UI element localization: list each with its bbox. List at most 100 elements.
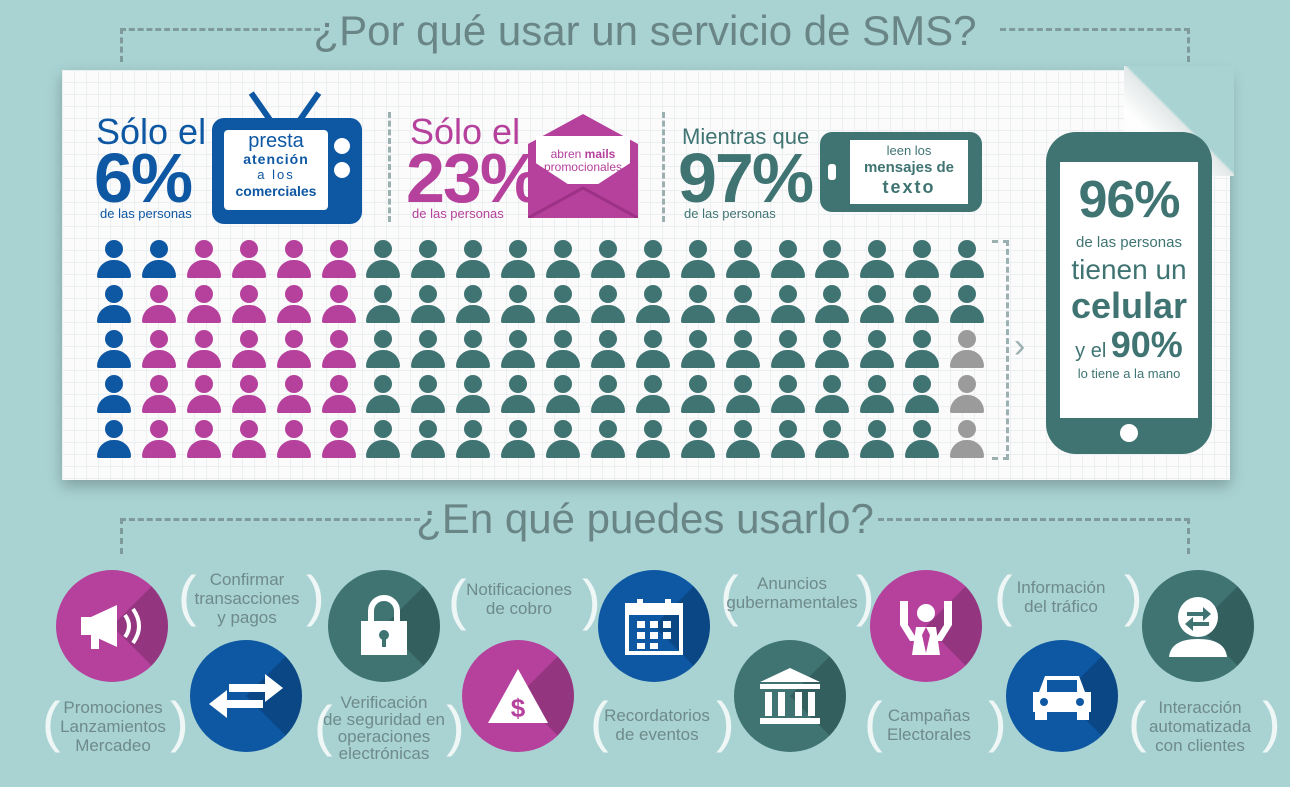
calendar-icon [625, 599, 683, 655]
paren-left-verif: ( [314, 694, 333, 757]
tv-icon: presta atención a los comerciales [212, 86, 362, 224]
section-title: ¿En qué puedes usarlo? [416, 495, 874, 542]
tv-text-2: atención [243, 151, 309, 167]
section-divider-left-drop [120, 518, 123, 554]
stat-1-lead: Sólo el [96, 111, 207, 152]
label-promociones: Promociones Lanzamientos Mercadeo [60, 698, 166, 755]
people-grid [96, 240, 996, 460]
campaigns-badge [870, 570, 982, 682]
person-icon-mag [231, 420, 267, 458]
billing-badge: $ [462, 640, 574, 752]
person-icon-teal [500, 330, 536, 368]
person-icon-teal [590, 420, 626, 458]
paren-left-trafico: ( [994, 564, 1013, 627]
lock-icon [361, 595, 407, 655]
person-icon-mag [321, 420, 357, 458]
person-icon-mag [276, 285, 312, 323]
government-building-icon [760, 668, 820, 724]
person-icon-mag [276, 420, 312, 458]
person-icon-teal [814, 420, 850, 458]
person-icon-mag [141, 330, 177, 368]
label-anuncios: Anuncios gubernamentales [726, 574, 858, 612]
person-icon-mag [276, 240, 312, 278]
svg-text:$: $ [511, 693, 526, 723]
person-icon-teal [770, 375, 806, 413]
person-icon-gray [949, 330, 985, 368]
person-icon-teal [904, 285, 940, 323]
person-icon-teal [814, 330, 850, 368]
dollar-warning-icon: $ [488, 669, 548, 723]
phone-line-1: de las personas [1076, 234, 1182, 251]
stat-2-lead: Sólo el [410, 111, 521, 152]
title-divider-right-drop [1187, 28, 1190, 62]
phone-line-2: tienen un [1071, 254, 1187, 285]
person-icon-teal [725, 330, 761, 368]
stat-1-sub: de las personas [100, 206, 192, 221]
person-icon-teal [814, 240, 850, 278]
person-icon-teal [635, 285, 671, 323]
stat-separator-2 [662, 112, 665, 222]
paren-left-inter: ( [1128, 690, 1147, 753]
section-divider-left [120, 518, 420, 521]
person-icon-teal [455, 240, 491, 278]
paren-right-record: ) [716, 690, 735, 753]
person-icon-teal [904, 420, 940, 458]
paren-right-verif: ) [446, 694, 465, 757]
person-icon-teal [725, 240, 761, 278]
person-icon-teal [500, 375, 536, 413]
person-icon-blue [96, 330, 132, 368]
events-badge [598, 570, 710, 682]
label-confirmar: Confirmar transacciones y pagos [194, 570, 300, 627]
person-icon-teal [904, 330, 940, 368]
paren-right-camp: ) [988, 690, 1007, 753]
security-badge [328, 570, 440, 682]
phone-home-button [1120, 424, 1138, 442]
person-icon-teal [590, 375, 626, 413]
person-icon-mag [186, 330, 222, 368]
phone-landscape-icon: leen los mensajes de texto [820, 132, 982, 212]
person-icon-gray [949, 420, 985, 458]
person-icon-teal [725, 285, 761, 323]
person-icon-teal [635, 240, 671, 278]
person-icon-teal [635, 330, 671, 368]
person-icon-teal [859, 240, 895, 278]
person-icon-teal [365, 330, 401, 368]
person-icon-teal [410, 240, 446, 278]
paren-right-promo: ) [170, 690, 189, 753]
person-icon-teal [455, 375, 491, 413]
person-icon-teal [725, 420, 761, 458]
person-icon-mag [186, 420, 222, 458]
car-icon [1033, 676, 1091, 720]
stat-separator-1 [388, 112, 391, 222]
person-icon-teal [859, 420, 895, 458]
section-divider-right [878, 518, 1190, 521]
person-icon-teal [725, 375, 761, 413]
person-icon-mag [231, 330, 267, 368]
person-icon-teal [680, 285, 716, 323]
envelope-text-2: promocionales [543, 160, 623, 174]
person-icon-teal [635, 375, 671, 413]
person-icon-teal [680, 420, 716, 458]
person-icon-teal [680, 375, 716, 413]
paren-right-inter: ) [1262, 690, 1281, 753]
person-icon-mag [321, 375, 357, 413]
label-campanas: Campañas Electorales [886, 706, 972, 744]
person-icon-teal [770, 330, 806, 368]
page-title: ¿Por qué usar un servicio de SMS? [313, 7, 977, 54]
person-icon-teal [410, 330, 446, 368]
person-icon-teal [545, 375, 581, 413]
person-icon-teal [814, 375, 850, 413]
person-icon-teal [859, 375, 895, 413]
person-icon-teal [770, 285, 806, 323]
chevron-right-icon: › [1014, 327, 1026, 365]
paren-left-notif: ( [448, 568, 467, 631]
tv-text-1: presta [248, 130, 304, 152]
phone-line-4: y el 90% [1075, 324, 1183, 365]
person-icon-gray [949, 375, 985, 413]
politician-icon [900, 601, 952, 655]
person-icon-teal [545, 240, 581, 278]
person-icon-mag [231, 375, 267, 413]
stat-2-sub: de las personas [412, 206, 504, 221]
tv-text-4: comerciales [235, 183, 317, 199]
stat-2-value: 23% [406, 139, 542, 217]
